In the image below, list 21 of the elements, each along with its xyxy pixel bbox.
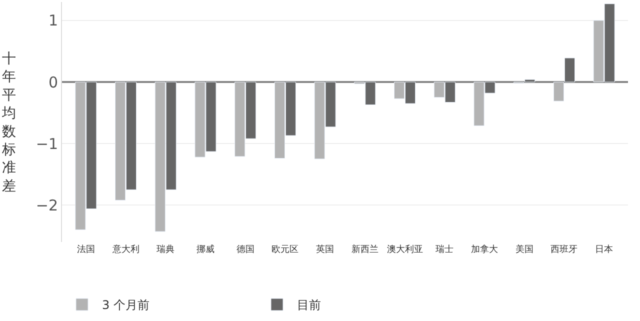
y-tick-label: 1	[48, 12, 58, 30]
x-tick-label: 挪威	[196, 244, 214, 255]
x-tick-label: 西班牙	[550, 244, 578, 255]
y-axis-title: 十年平均数标准差	[1, 51, 16, 194]
x-tick-label: 美国	[515, 244, 534, 255]
x-tick-label: 欧元区	[272, 244, 299, 255]
x-tick-label: 意大利	[111, 244, 140, 255]
x-tick-label: 加拿大	[471, 244, 498, 255]
x-tick-label: 澳大利亚	[386, 244, 423, 255]
y-tick-label: −1	[36, 134, 58, 153]
x-tick-label: 瑞典	[156, 244, 175, 255]
legend-label: 目前	[297, 298, 321, 312]
x-tick-label: 德国	[236, 244, 254, 255]
y-tick-label: 0	[48, 73, 58, 92]
x-tick-label: 英国	[316, 244, 334, 255]
x-tick-label: 新西兰	[351, 244, 378, 255]
legend-label: 3 个月前	[102, 298, 150, 312]
x-tick-label: 法国	[76, 244, 95, 255]
y-tick-label: −2	[36, 196, 58, 214]
x-tick-label: 瑞士	[436, 244, 454, 255]
x-tick-label: 日本	[595, 244, 614, 255]
